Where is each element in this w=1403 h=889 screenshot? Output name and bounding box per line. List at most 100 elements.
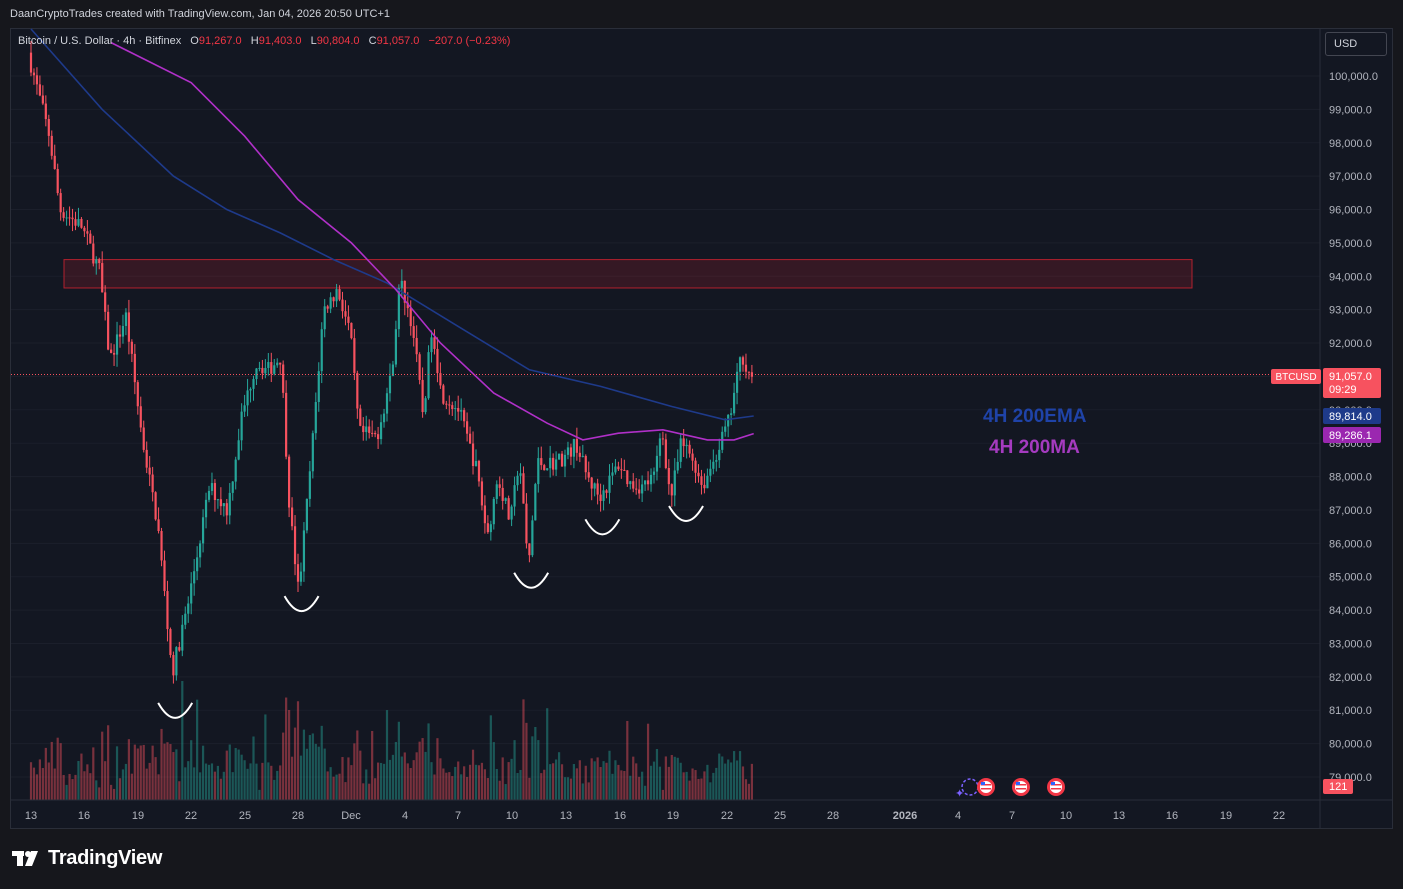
candle-body — [391, 364, 395, 376]
candle-body — [584, 455, 587, 473]
candle-body — [560, 453, 564, 467]
resistance-zone — [63, 259, 1193, 289]
chart-frame[interactable] — [10, 28, 1393, 829]
volume-bar — [638, 776, 641, 800]
volume-bar — [44, 747, 47, 800]
us-flag-event-icon-1[interactable] — [977, 778, 995, 796]
volume-bar — [163, 743, 166, 800]
volume-bar — [130, 773, 133, 800]
volume-bar — [127, 739, 130, 800]
volume-bar — [652, 761, 656, 800]
volume-bar — [56, 737, 59, 800]
volume-bar — [658, 766, 662, 800]
candle-body — [142, 427, 145, 450]
volume-bar — [724, 763, 727, 800]
volume-bar — [98, 787, 101, 800]
volume-bar — [436, 738, 439, 800]
candle-body — [522, 473, 525, 504]
candle-body — [382, 413, 386, 423]
countdown-tag: 09:29 — [1329, 384, 1357, 396]
candle-body — [267, 362, 270, 368]
candle-body — [86, 231, 89, 234]
candle-body — [439, 373, 442, 386]
volume-bar — [492, 742, 495, 800]
candle-body — [442, 385, 445, 404]
volume-bar — [400, 756, 403, 800]
candle-body — [673, 470, 676, 496]
candle-body — [552, 457, 555, 470]
volume-bar — [557, 752, 561, 800]
candle-body — [489, 524, 492, 533]
volume-bar — [733, 751, 736, 800]
volume-bar — [649, 765, 653, 800]
us-flag-event-icon-3[interactable] — [1047, 778, 1065, 796]
candle-body — [115, 334, 119, 355]
volume-bar — [540, 773, 543, 800]
volume-bar — [495, 768, 498, 800]
volume-bar — [555, 759, 558, 800]
candle-body — [724, 426, 727, 432]
volume-bar — [394, 741, 397, 800]
volume-bar — [282, 732, 285, 800]
volume-bar — [308, 735, 311, 800]
volume-bar — [160, 728, 163, 800]
time-tick-label: 16 — [1166, 810, 1178, 822]
event-icons[interactable]: ✦ — [955, 778, 1065, 800]
volume-bar — [738, 751, 742, 800]
candle-body — [415, 337, 418, 355]
candle-body — [302, 530, 306, 572]
volume-bar — [201, 745, 205, 800]
candle-body — [305, 498, 308, 531]
volume-bar — [468, 764, 472, 800]
candle-body — [41, 95, 44, 104]
candle-body — [641, 484, 644, 494]
volume-bar — [169, 744, 172, 800]
volume-bar — [566, 777, 570, 800]
sparkle-event-icon[interactable] — [961, 778, 979, 796]
candle-body — [483, 505, 486, 524]
candle-body — [587, 472, 590, 478]
bottom-marker-arc — [157, 702, 194, 719]
volume-bar — [371, 730, 374, 800]
candle-body — [290, 507, 294, 527]
currency-button[interactable]: USD — [1325, 32, 1387, 56]
time-axis[interactable]: 13 16 19 22 25 28 Dec 4 7 10 13 16 19 22 25 28 2026 4 7 10 1… — [11, 799, 1393, 822]
volume-bar — [210, 763, 214, 800]
volume-bar — [445, 772, 448, 800]
change-value: −207.0 (−0.23%) — [428, 35, 511, 47]
tradingview-logo: TradingView — [12, 846, 162, 870]
candle-body — [270, 362, 273, 374]
volume-bar — [466, 776, 469, 800]
candle-body — [311, 433, 314, 472]
time-tick-label: 4 — [955, 810, 961, 822]
volume-bar — [62, 775, 65, 800]
volume-bar — [151, 745, 154, 800]
candle-body — [466, 421, 469, 434]
volume-bar — [347, 757, 350, 800]
volume-bar — [172, 752, 175, 800]
volume-bar — [296, 701, 300, 800]
volume-bar — [175, 749, 178, 800]
candle-body — [433, 337, 436, 349]
candle-body — [329, 297, 332, 309]
bottom-marker-arc — [668, 505, 704, 522]
volume-bar — [359, 750, 362, 800]
volume-bar — [92, 747, 95, 800]
candle-body — [107, 311, 110, 350]
candle-body — [457, 408, 460, 412]
candle-body — [74, 219, 77, 226]
volume-bar — [237, 749, 240, 800]
us-flag-event-icon-2[interactable] — [1012, 778, 1030, 796]
candle-body — [454, 408, 457, 410]
volume-bar — [409, 768, 412, 800]
candle-body — [166, 591, 169, 630]
candle-body — [664, 439, 667, 469]
candle-body — [644, 480, 647, 485]
volume-bar — [641, 771, 644, 800]
volume-bar — [427, 723, 430, 800]
candle-body — [397, 288, 400, 330]
volume-bar — [249, 763, 252, 800]
candle-body — [534, 484, 537, 521]
volume-bar — [41, 768, 44, 800]
